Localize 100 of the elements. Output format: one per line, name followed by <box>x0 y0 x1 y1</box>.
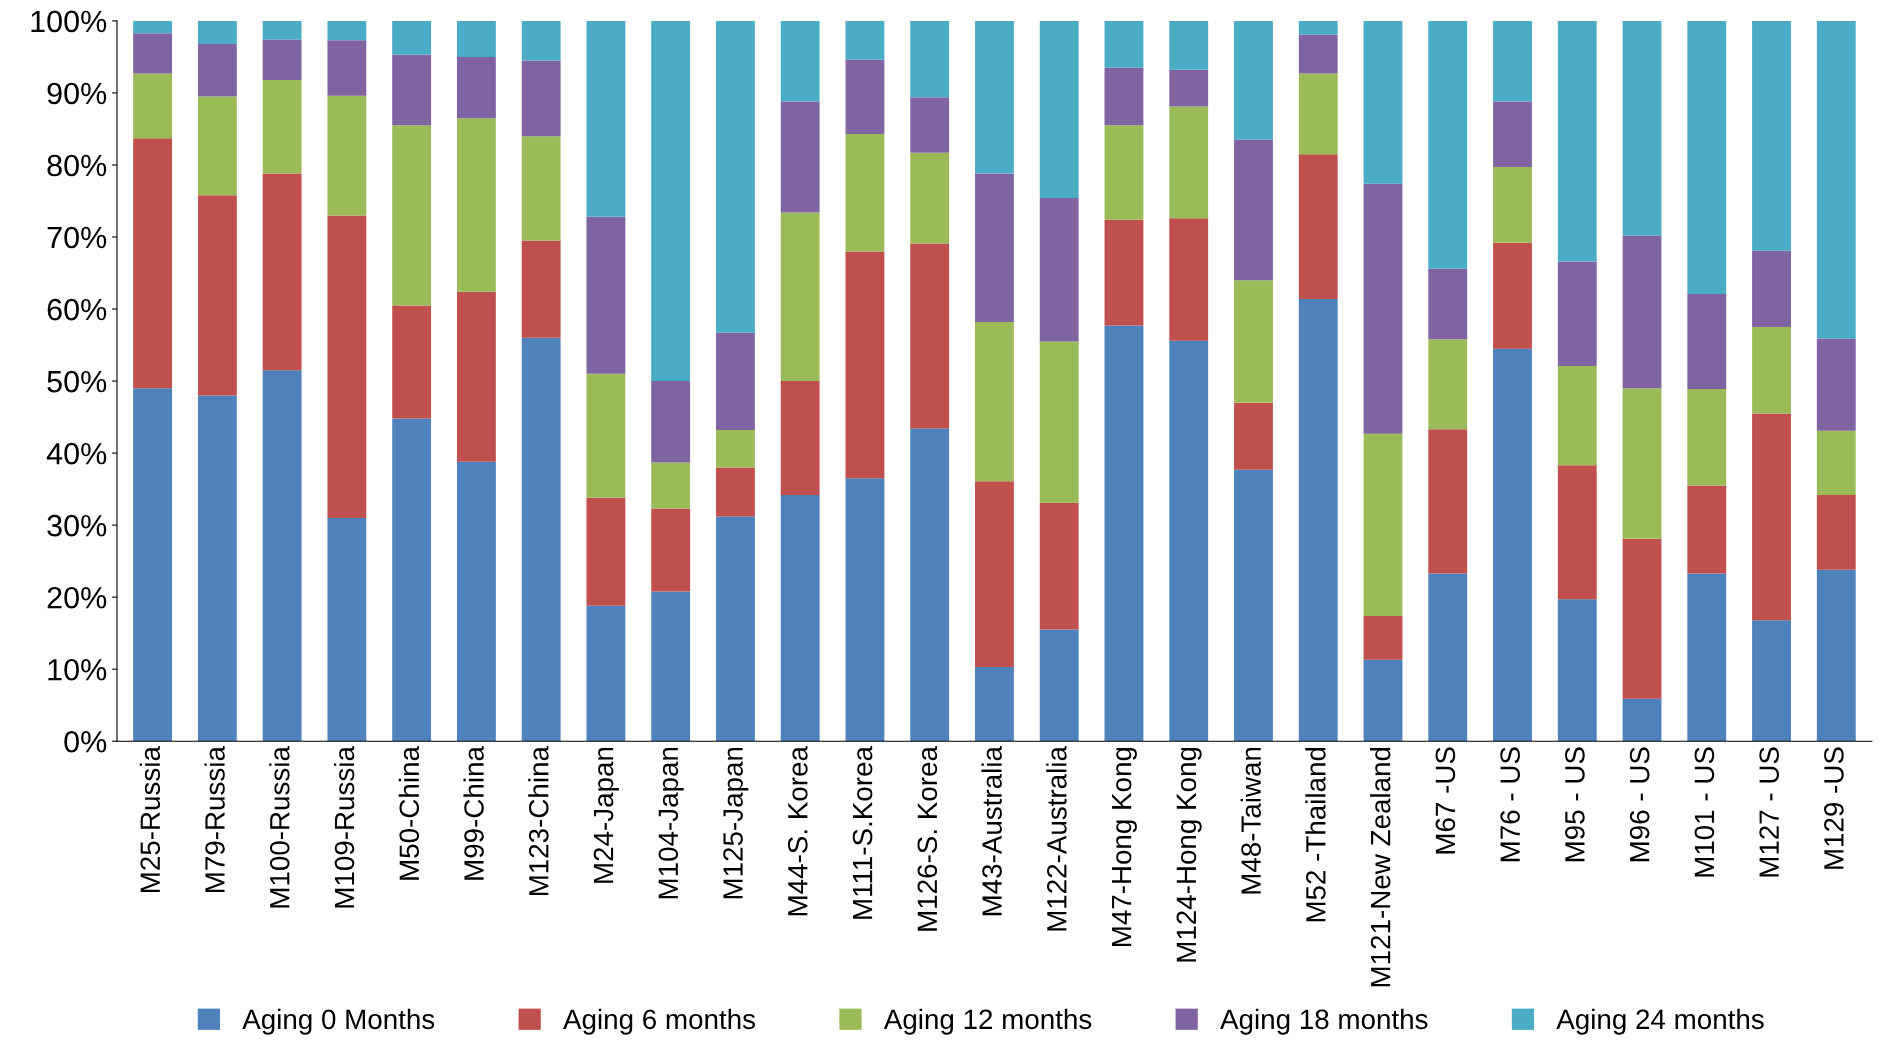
bar <box>1493 20 1532 102</box>
bar <box>1363 615 1403 660</box>
legend-label: Aging 6 months <box>563 1008 756 1035</box>
bar <box>1428 20 1468 269</box>
bar <box>1298 20 1338 35</box>
x-tick-label: M127 - US <box>1759 747 1779 877</box>
bar <box>1816 20 1856 339</box>
x-tick-label: M44-S. Korea <box>787 746 808 916</box>
y-tick-label: 40% <box>46 442 107 465</box>
y-tick-label: 30% <box>47 514 107 537</box>
bar <box>1234 402 1273 470</box>
bar <box>780 381 820 495</box>
bar <box>1039 341 1079 503</box>
bar <box>1363 20 1403 184</box>
bar <box>1816 338 1856 431</box>
bar <box>1169 218 1209 341</box>
bar <box>133 20 173 34</box>
bar <box>1363 183 1403 434</box>
bar <box>197 20 237 44</box>
bar <box>651 591 691 742</box>
bar <box>715 20 755 333</box>
bar <box>262 79 302 174</box>
bar <box>133 73 173 139</box>
bar <box>1039 198 1079 342</box>
x-tick-label: M123-China <box>528 746 549 896</box>
bar <box>133 33 173 74</box>
bar <box>1428 573 1468 742</box>
bar <box>651 381 691 463</box>
x-tick-label: M79-Russia <box>204 746 225 893</box>
bar <box>1816 494 1856 570</box>
bar <box>1428 268 1468 340</box>
x-tick-label: M76 - US <box>1500 747 1520 862</box>
legend-label: Aging 24 months <box>1556 1008 1764 1035</box>
bar <box>845 133 885 252</box>
bar <box>1234 469 1273 742</box>
x-tick-label: M129 -US <box>1824 747 1844 869</box>
x-tick-label: M104-Japan <box>658 747 684 899</box>
x-tick-label: M122-Australia <box>1046 746 1067 931</box>
bar <box>1816 430 1856 495</box>
bar <box>1493 101 1532 168</box>
x-tick-label: M24-Japan <box>593 747 619 883</box>
bar <box>1687 573 1727 742</box>
bar <box>910 243 950 429</box>
bar <box>715 467 755 517</box>
bar <box>197 395 237 742</box>
bar <box>1557 261 1597 366</box>
bar <box>327 20 367 41</box>
x-tick-label: M121-New Zealand <box>1370 747 1391 987</box>
bar <box>1298 298 1338 742</box>
bar <box>262 20 302 40</box>
bar <box>1234 280 1273 403</box>
x-tick-label: M126-S. Korea <box>917 746 938 931</box>
bar <box>1687 293 1727 389</box>
bar <box>392 418 432 742</box>
bar <box>1816 569 1856 742</box>
bar <box>1557 465 1597 600</box>
x-tick-label: M95 - US <box>1565 747 1585 862</box>
bar <box>1169 340 1209 742</box>
bar <box>586 20 626 217</box>
bar <box>1557 20 1597 262</box>
bar <box>1752 20 1791 251</box>
bar <box>456 118 496 292</box>
bar <box>456 291 496 462</box>
bar <box>1039 20 1079 199</box>
bar <box>910 97 950 153</box>
bar <box>715 430 755 468</box>
legend-label: Aging 18 months <box>1220 1008 1428 1035</box>
bar <box>780 212 820 382</box>
bar <box>1169 106 1209 219</box>
bar <box>780 494 820 742</box>
bar <box>262 173 302 371</box>
bar <box>651 508 691 592</box>
bar <box>910 152 950 244</box>
bar <box>975 321 1014 482</box>
bar <box>1234 20 1273 140</box>
bar <box>845 251 885 479</box>
bar <box>1104 219 1144 326</box>
x-tick-label: M100-Russia <box>269 746 290 908</box>
bar <box>1493 348 1532 742</box>
bar <box>392 20 432 55</box>
x-tick-label: M109-Russia <box>333 746 355 908</box>
bar <box>651 462 691 509</box>
bar <box>133 388 173 742</box>
bar <box>1752 250 1791 328</box>
bar <box>1622 388 1662 539</box>
bar <box>1298 73 1338 155</box>
bar <box>197 43 237 97</box>
y-tick-label: 20% <box>47 586 107 609</box>
x-tick-label: M101 - US <box>1694 747 1715 877</box>
x-tick-label: M43-Australia <box>981 746 1002 916</box>
x-tick-label: M111-S.Korea <box>852 746 873 919</box>
bar <box>1752 327 1791 414</box>
x-tick-label: M48-Taiwan <box>1240 747 1261 894</box>
bar <box>975 667 1014 742</box>
bar <box>1622 538 1662 699</box>
bar <box>1622 698 1662 742</box>
bar <box>1752 620 1791 742</box>
y-tick-label: 90% <box>47 82 107 105</box>
bar <box>910 20 950 98</box>
bar <box>1039 629 1079 742</box>
